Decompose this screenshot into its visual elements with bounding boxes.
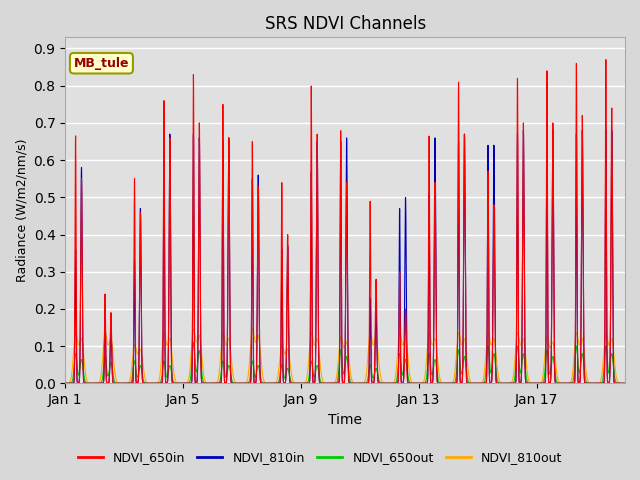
Y-axis label: Radiance (W/m2/nm/s): Radiance (W/m2/nm/s)	[15, 139, 28, 282]
Legend: NDVI_650in, NDVI_810in, NDVI_650out, NDVI_810out: NDVI_650in, NDVI_810in, NDVI_650out, NDV…	[72, 446, 568, 469]
Text: MB_tule: MB_tule	[74, 57, 129, 70]
Title: SRS NDVI Channels: SRS NDVI Channels	[264, 15, 426, 33]
X-axis label: Time: Time	[328, 413, 362, 427]
